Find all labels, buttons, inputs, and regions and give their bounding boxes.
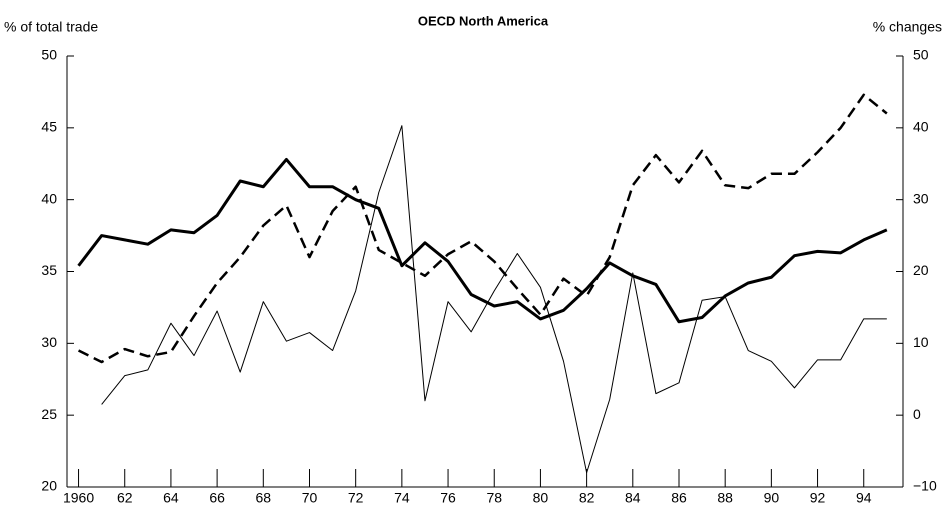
y2-tick-label: 20 xyxy=(913,262,929,278)
x-tick-label: 86 xyxy=(671,490,687,506)
x-tick-label: 92 xyxy=(810,490,826,506)
x-tick-label: 1960 xyxy=(63,490,94,506)
y-tick-label: 50 xyxy=(41,47,57,63)
x-tick-label: 72 xyxy=(348,490,364,506)
x-tick-label: 68 xyxy=(256,490,272,506)
y-tick-label: 35 xyxy=(41,262,57,278)
y2-tick-label: 40 xyxy=(913,119,929,135)
y-tick-label: 40 xyxy=(41,190,57,206)
x-tick-label: 80 xyxy=(533,490,549,506)
x-tick-label: 78 xyxy=(486,490,502,506)
y2-tick-label: 0 xyxy=(913,406,921,422)
chart-title: OECD North America xyxy=(418,13,549,28)
x-tick-label: 64 xyxy=(163,490,179,506)
x-tick-label: 90 xyxy=(764,490,780,506)
y-tick-label: 30 xyxy=(41,334,57,350)
y-tick-label: 25 xyxy=(41,406,57,422)
x-tick-label: 66 xyxy=(209,490,225,506)
series-line xyxy=(101,125,887,474)
x-tick-label: 88 xyxy=(717,490,733,506)
y-tick-label: 20 xyxy=(41,478,57,494)
series-line xyxy=(77,157,888,324)
y2-tick-label: 50 xyxy=(913,47,929,63)
y2-tick-label: 30 xyxy=(913,190,929,206)
series-line xyxy=(77,93,888,364)
y2-axis-label: % changes xyxy=(873,19,942,35)
x-tick-label: 74 xyxy=(394,490,410,506)
x-tick-label: 76 xyxy=(440,490,456,506)
x-tick-label: 62 xyxy=(117,490,133,506)
x-tick-label: 94 xyxy=(856,490,872,506)
x-tick-label: 84 xyxy=(625,490,641,506)
x-tick-label: 70 xyxy=(302,490,318,506)
y-axis-label: % of total trade xyxy=(4,19,98,35)
y2-tick-label: −10 xyxy=(913,478,937,494)
y-tick-label: 45 xyxy=(41,119,57,135)
x-tick-label: 82 xyxy=(579,490,595,506)
y2-tick-label: 10 xyxy=(913,334,929,350)
